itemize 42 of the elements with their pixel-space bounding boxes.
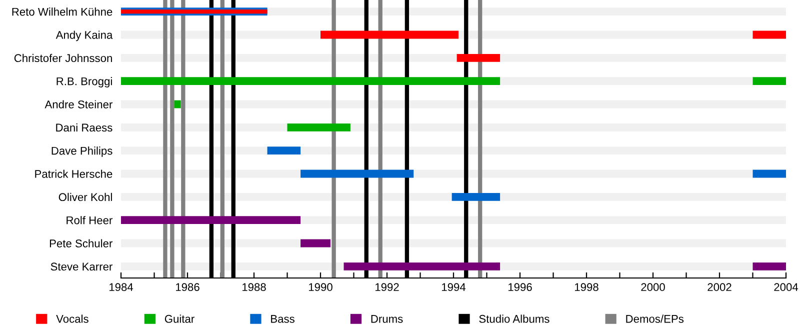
x-tick-label: 1992 bbox=[375, 283, 399, 292]
x-tick-label: 2000 bbox=[641, 283, 665, 292]
y-tick-label: Steve Karrer bbox=[50, 262, 112, 271]
bar bbox=[174, 100, 181, 108]
legend-label: Guitar bbox=[164, 314, 194, 323]
bar bbox=[752, 77, 786, 86]
x-tick-label: 1986 bbox=[176, 283, 200, 292]
y-tick-label: Oliver Kohl bbox=[58, 192, 112, 202]
y-tick-label: Pete Schuler bbox=[50, 239, 112, 248]
bar bbox=[456, 54, 500, 62]
y-tick-label: Reto Wilhelm Kühne bbox=[12, 8, 112, 16]
x-tick-label: 2004 bbox=[774, 283, 798, 292]
bar bbox=[752, 170, 786, 178]
bar bbox=[300, 239, 330, 248]
legend-label: Studio Albums bbox=[479, 314, 550, 323]
y-tick-label: Andy Kaina bbox=[56, 30, 113, 42]
bar bbox=[320, 30, 458, 39]
bar bbox=[752, 30, 786, 39]
y-tick-label: Dani Raess bbox=[56, 123, 112, 132]
bar bbox=[287, 123, 350, 132]
bar bbox=[300, 170, 414, 178]
y-tick-label: Christofer Johnsson bbox=[14, 54, 112, 62]
x-tick-label: 1988 bbox=[242, 283, 266, 292]
bar bbox=[752, 262, 786, 270]
legend-label: Demos/EPs bbox=[626, 314, 684, 323]
x-tick-label: 1990 bbox=[308, 283, 332, 292]
bar bbox=[452, 192, 500, 201]
legend-label: Vocals bbox=[56, 314, 88, 323]
y-tick-label: Patrick Hersche bbox=[35, 170, 112, 178]
legend-label: Bass bbox=[271, 315, 294, 323]
y-tick-label: Rolf Heer bbox=[66, 216, 112, 224]
y-tick-label: R.B. Broggi bbox=[56, 77, 112, 88]
y-tick-label: Andre Steiner bbox=[44, 100, 112, 108]
x-tick-label: 1984 bbox=[109, 283, 134, 292]
bar bbox=[267, 146, 301, 155]
x-tick-label: 1994 bbox=[442, 283, 466, 292]
y-tick-label: Dave Philips bbox=[52, 146, 112, 157]
x-tick-label: 1998 bbox=[574, 283, 598, 292]
bar bbox=[344, 262, 500, 270]
x-tick-label: 1996 bbox=[508, 283, 532, 292]
legend-label: Drums bbox=[371, 315, 403, 323]
x-tick-label: 2002 bbox=[708, 283, 732, 292]
